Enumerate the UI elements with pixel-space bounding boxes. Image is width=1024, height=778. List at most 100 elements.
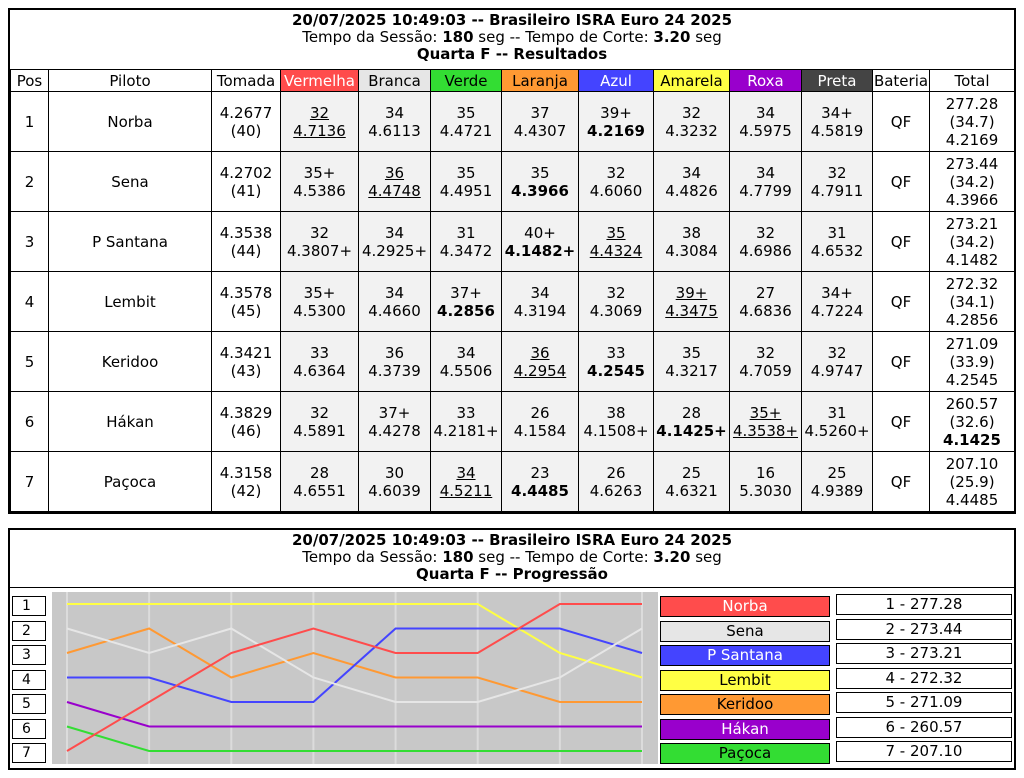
row-bateria: QF — [872, 91, 930, 152]
kart-best-lap: 4.4721 — [439, 121, 493, 140]
kart-best-lap: 4.6986 — [739, 241, 792, 260]
row-kart-cell: 35 4.4951 — [430, 151, 502, 212]
legend-item: Hákan — [660, 718, 830, 740]
row-kart-cell: 35+ 4.5386 — [280, 151, 359, 212]
kart-best-lap: 4.4660 — [368, 301, 421, 320]
row-kart-cell: 35+ 4.5300 — [280, 271, 359, 332]
row-kart-cell: 34 4.6113 — [358, 91, 431, 152]
row-kart-cell: 37 4.4307 — [501, 91, 579, 152]
total-avg: (34.7) — [949, 112, 995, 131]
kart-laps: 35 — [681, 343, 702, 362]
legend-item: P Santana — [660, 645, 830, 666]
results-row: 6 Hákan 4.3829 (46) 32 4.5891 37+ 4.4278 33 4.218… — [10, 391, 1015, 452]
kart-laps: 40+ — [524, 223, 556, 242]
total-best: 4.3966 — [945, 190, 999, 209]
row-kart-cell: 32 4.9747 — [801, 331, 873, 392]
row-kart-cell: 32 4.7136 — [280, 91, 359, 152]
row-tomada: 4.3538 (44) — [211, 211, 281, 272]
col-pilot: Piloto — [48, 69, 212, 92]
results-header-row: Pos Piloto Tomada Vermelha Branca Verde … — [10, 69, 1015, 92]
row-total: 260.57 (32.6) 4.1425 — [929, 391, 1015, 452]
row-bateria: QF — [872, 271, 930, 332]
row-bateria: QF — [872, 151, 930, 212]
kart-laps: 32 — [827, 163, 847, 182]
row-kart-cell: 38 4.3084 — [653, 211, 730, 272]
row-kart-cell: 35 4.3966 — [501, 151, 579, 212]
tomada-laps: (41) — [230, 181, 262, 200]
kart-laps: 34+ — [821, 283, 853, 302]
kart-best-lap: 4.3069 — [589, 301, 643, 320]
row-bateria: QF — [872, 211, 930, 272]
kart-laps: 31 — [456, 223, 476, 242]
row-kart-cell: 30 4.6039 — [358, 451, 431, 512]
score-item: 3 - 273.21 — [836, 643, 1012, 664]
kart-best-lap: 4.5386 — [293, 181, 346, 200]
kart-best-lap: 4.6551 — [293, 481, 346, 500]
kart-best-lap: 4.3472 — [439, 241, 493, 260]
total-best: 4.2545 — [945, 370, 999, 389]
kart-laps: 32 — [309, 223, 330, 242]
results-title: 20/07/2025 10:49:03 -- Brasileiro ISRA E… — [291, 11, 733, 29]
total-avg: (25.9) — [949, 472, 995, 491]
tomada-time: 4.2677 — [219, 103, 273, 122]
total-total: 260.57 — [945, 394, 999, 413]
total-total: 273.21 — [945, 214, 999, 233]
score-item: 1 - 277.28 — [836, 594, 1012, 615]
kart-laps: 34 — [755, 163, 776, 182]
row-kart-cell: 23 4.4485 — [501, 451, 579, 512]
row-kart-cell: 31 4.6532 — [801, 211, 873, 272]
row-kart-cell: 26 4.1584 — [501, 391, 579, 452]
tomada-laps: (44) — [230, 241, 262, 260]
kart-best-lap: 4.7911 — [810, 181, 864, 200]
results-row: 2 Sena 4.2702 (41) 35+ 4.5386 36 4.4748 35 4.4951… — [10, 151, 1015, 212]
total-total: 271.09 — [945, 334, 999, 353]
row-kart-cell: 25 4.9389 — [801, 451, 873, 512]
total-best: 4.1482 — [945, 250, 999, 269]
kart-laps: 35 — [606, 223, 626, 242]
total-total: 207.10 — [945, 454, 999, 473]
kart-laps: 32 — [681, 103, 702, 122]
kart-laps: 26 — [530, 403, 550, 422]
kart-laps: 34 — [384, 223, 405, 242]
legend-item: Paçoca — [660, 743, 830, 764]
tomada-time: 4.3421 — [219, 343, 273, 362]
kart-laps: 35+ — [303, 163, 336, 182]
kart-laps: 34 — [384, 283, 405, 302]
row-total: 277.28 (34.7) 4.2169 — [929, 91, 1015, 152]
row-pos: 4 — [10, 271, 49, 332]
total-best: 4.2856 — [945, 310, 999, 329]
row-kart-cell: 34 4.7799 — [729, 151, 802, 212]
row-bateria: QF — [872, 391, 930, 452]
kart-laps: 38 — [606, 403, 626, 422]
position-label: 2 — [12, 620, 46, 641]
row-kart-cell: 34 4.4826 — [653, 151, 730, 212]
tomada-laps: (46) — [230, 421, 262, 440]
progression-subtitle: Quarta F -- Progressão — [416, 565, 608, 583]
kart-laps: 30 — [384, 463, 405, 482]
row-kart-cell: 31 4.3472 — [430, 211, 502, 272]
tomada-time: 4.2702 — [219, 163, 273, 182]
row-kart-cell: 32 4.5891 — [280, 391, 359, 452]
kart-laps: 32 — [606, 283, 626, 302]
row-kart-cell: 37+ 4.4278 — [358, 391, 431, 452]
row-pilot: Lembit — [48, 271, 212, 332]
kart-best-lap: 4.5891 — [293, 421, 346, 440]
total-best: 4.2169 — [945, 130, 999, 149]
row-kart-cell: 32 4.7059 — [729, 331, 802, 392]
tomada-laps: (43) — [230, 361, 262, 380]
kart-best-lap: 4.2925+ — [361, 241, 428, 260]
position-label: 6 — [12, 718, 46, 739]
kart-best-lap: 4.6321 — [665, 481, 718, 500]
kart-laps: 32 — [755, 223, 776, 242]
total-total: 277.28 — [945, 94, 999, 113]
kart-laps: 32 — [827, 343, 847, 362]
kart-laps: 26 — [606, 463, 626, 482]
kart-best-lap: 4.3966 — [511, 181, 569, 200]
series-line-paçoca — [66, 725, 642, 752]
total-total: 273.44 — [945, 154, 999, 173]
results-body: 1 Norba 4.2677 (40) 32 4.7136 34 4.6113 35 4.4721… — [10, 91, 1015, 512]
kart-laps: 27 — [755, 283, 776, 302]
row-total: 273.44 (34.2) 4.3966 — [929, 151, 1015, 212]
kart-best-lap: 4.6060 — [589, 181, 643, 200]
kart-laps: 23 — [530, 463, 550, 482]
